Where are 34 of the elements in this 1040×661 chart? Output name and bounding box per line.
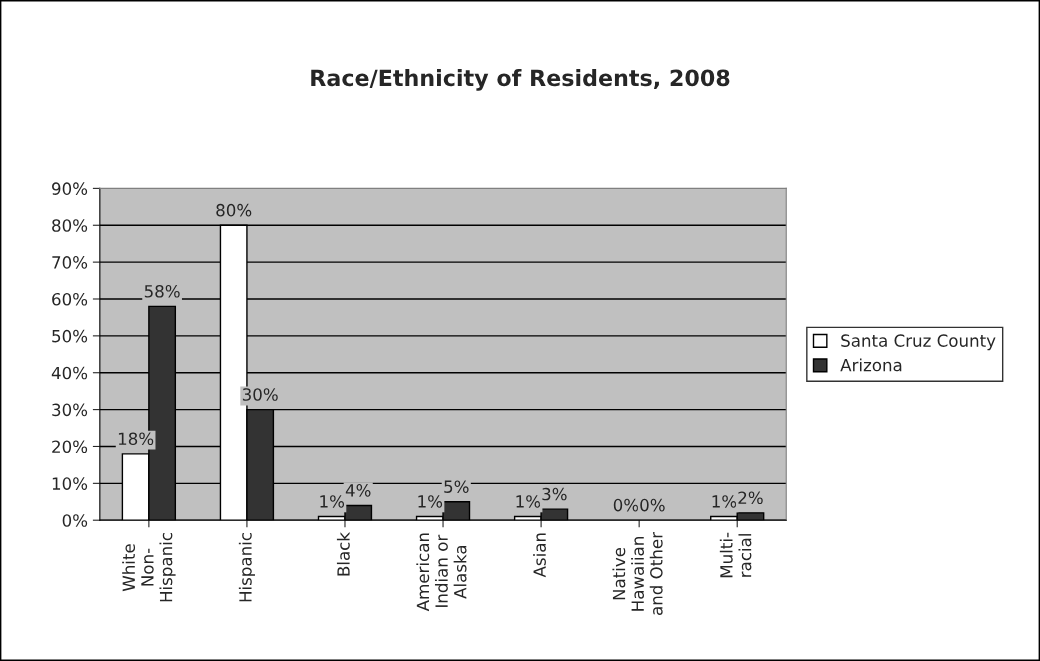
x-tick-label: Hispanic — [238, 533, 255, 602]
y-tick-label: 50% — [52, 329, 88, 343]
y-tick-label: 90% — [52, 182, 88, 195]
y-tick-label: 10% — [52, 477, 88, 490]
x-tick-label: American Indian or Alaska — [416, 533, 467, 612]
x-tick-label: Black — [336, 532, 350, 576]
data-label: 58% — [144, 284, 180, 298]
data-label: 2% — [738, 491, 763, 505]
data-label: 1% — [418, 495, 443, 508]
y-tick-label: 30% — [52, 403, 88, 417]
x-tick-label: Asian — [533, 533, 546, 578]
y-tick-label: 70% — [52, 256, 88, 269]
data-label: 80% — [216, 203, 252, 217]
data-label: 0% — [640, 498, 665, 512]
data-label: 1% — [320, 495, 345, 508]
x-tick-label: Native Hawaiian and Other — [612, 532, 663, 615]
data-label: 4% — [345, 484, 371, 497]
chart-title: Race/Ethnicity of Residents, 2008 — [311, 69, 730, 91]
y-tick-label: 40% — [51, 366, 88, 380]
y-tick-label: 80% — [52, 219, 88, 232]
x-tick-label: Multi- racial — [719, 532, 752, 578]
data-label: 30% — [242, 388, 278, 401]
legend-label: Santa Cruz County — [841, 334, 996, 351]
data-label: 3% — [542, 487, 567, 501]
data-label: 1% — [516, 495, 541, 508]
data-label: 18% — [118, 432, 154, 446]
data-label: 0% — [613, 498, 639, 512]
x-tick-label: White Non- Hispanic — [122, 533, 176, 602]
y-tick-label: 60% — [52, 292, 88, 306]
legend-label: Arizona — [840, 358, 902, 372]
data-label: 5% — [444, 480, 469, 493]
y-tick-label: 0% — [62, 514, 88, 527]
y-tick-label: 20% — [52, 440, 88, 454]
data-label: 1% — [712, 495, 737, 508]
